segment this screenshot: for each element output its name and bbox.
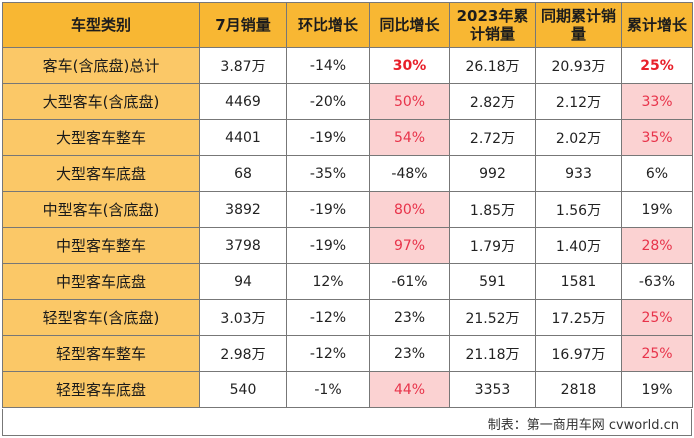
table-row: 轻型客车(含底盘) 3.03万 -12% 23% 21.52万 17.25万 25%: [2, 299, 693, 336]
table-header-row: 车型类别 7月销量 环比增长 同比增长 2023年累计销量 同期累计销量 累计增…: [2, 2, 693, 48]
cell-prior-cumulative: 1.40万: [535, 227, 622, 264]
cell-2023-cumulative: 2.82万: [449, 83, 536, 120]
cell-2023-cumulative: 3353: [449, 371, 536, 408]
table-row: 中型客车底盘 94 12% -61% 591 1581 -63%: [2, 263, 693, 300]
header-july-sales: 7月销量: [199, 2, 287, 48]
cell-2023-cumulative: 1.85万: [449, 191, 536, 228]
cell-prior-cumulative: 1.56万: [535, 191, 622, 228]
cell-2023-cumulative: 591: [449, 263, 536, 300]
cell-cumulative-growth: 25%: [621, 47, 693, 84]
cell-july-sales: 2.98万: [199, 335, 287, 372]
cell-prior-cumulative: 1581: [535, 263, 622, 300]
cell-yoy-growth: -48%: [369, 155, 450, 192]
cell-yoy-growth: 54%: [369, 119, 450, 156]
cell-vehicle-type: 大型客车(含底盘): [2, 83, 200, 120]
cell-2023-cumulative: 992: [449, 155, 536, 192]
cell-cumulative-growth: 19%: [621, 371, 693, 408]
cell-vehicle-type: 中型客车整车: [2, 227, 200, 264]
cell-vehicle-type: 轻型客车(含底盘): [2, 299, 200, 336]
cell-mom-growth: -19%: [286, 227, 370, 264]
cell-mom-growth: -19%: [286, 191, 370, 228]
cell-vehicle-type: 大型客车整车: [2, 119, 200, 156]
cell-vehicle-type: 中型客车(含底盘): [2, 191, 200, 228]
cell-mom-growth: -12%: [286, 335, 370, 372]
cell-cumulative-growth: -63%: [621, 263, 693, 300]
table-row: 轻型客车整车 2.98万 -12% 23% 21.18万 16.97万 25%: [2, 335, 693, 372]
header-2023-cumulative: 2023年累计销量: [449, 2, 536, 48]
table-row: 客车(含底盘)总计 3.87万 -14% 30% 26.18万 20.93万 25%: [2, 47, 693, 84]
cell-cumulative-growth: 35%: [621, 119, 693, 156]
table-body: 客车(含底盘)总计 3.87万 -14% 30% 26.18万 20.93万 25% 大型客车…: [2, 47, 693, 408]
table-row: 大型客车整车 4401 -19% 54% 2.72万 2.02万 35%: [2, 119, 693, 156]
header-mom-growth: 环比增长: [286, 2, 370, 48]
cell-vehicle-type: 轻型客车整车: [2, 335, 200, 372]
table-row: 中型客车整车 3798 -19% 97% 1.79万 1.40万 28%: [2, 227, 693, 264]
cell-2023-cumulative: 1.79万: [449, 227, 536, 264]
cell-july-sales: 68: [199, 155, 287, 192]
cell-prior-cumulative: 16.97万: [535, 335, 622, 372]
cell-mom-growth: -14%: [286, 47, 370, 84]
cell-vehicle-type: 中型客车底盘: [2, 263, 200, 300]
cell-yoy-growth: 44%: [369, 371, 450, 408]
cell-mom-growth: -12%: [286, 299, 370, 336]
cell-july-sales: 3892: [199, 191, 287, 228]
cell-mom-growth: -19%: [286, 119, 370, 156]
cell-cumulative-growth: 19%: [621, 191, 693, 228]
header-vehicle-type: 车型类别: [2, 2, 200, 48]
cell-2023-cumulative: 21.18万: [449, 335, 536, 372]
cell-prior-cumulative: 933: [535, 155, 622, 192]
cell-yoy-growth: 50%: [369, 83, 450, 120]
cell-cumulative-growth: 25%: [621, 335, 693, 372]
table-row: 轻型客车底盘 540 -1% 44% 3353 2818 19%: [2, 371, 693, 408]
header-prior-cumulative: 同期累计销量: [535, 2, 622, 48]
cell-mom-growth: 12%: [286, 263, 370, 300]
cell-vehicle-type: 轻型客车底盘: [2, 371, 200, 408]
header-cumulative-growth: 累计增长: [621, 2, 693, 48]
cell-2023-cumulative: 26.18万: [449, 47, 536, 84]
cell-cumulative-growth: 25%: [621, 299, 693, 336]
cell-prior-cumulative: 2.02万: [535, 119, 622, 156]
cell-yoy-growth: 97%: [369, 227, 450, 264]
cell-july-sales: 4469: [199, 83, 287, 120]
cell-yoy-growth: 23%: [369, 299, 450, 336]
cell-july-sales: 540: [199, 371, 287, 408]
cell-vehicle-type: 客车(含底盘)总计: [2, 47, 200, 84]
cell-july-sales: 3.87万: [199, 47, 287, 84]
cell-july-sales: 3.03万: [199, 299, 287, 336]
cell-prior-cumulative: 2.12万: [535, 83, 622, 120]
sales-table: 车型类别 7月销量 环比增长 同比增长 2023年累计销量 同期累计销量 累计增…: [2, 2, 693, 408]
cell-yoy-growth: -61%: [369, 263, 450, 300]
cell-prior-cumulative: 17.25万: [535, 299, 622, 336]
table-row: 大型客车底盘 68 -35% -48% 992 933 6%: [2, 155, 693, 192]
cell-cumulative-growth: 6%: [621, 155, 693, 192]
cell-2023-cumulative: 2.72万: [449, 119, 536, 156]
cell-july-sales: 3798: [199, 227, 287, 264]
table-row: 中型客车(含底盘) 3892 -19% 80% 1.85万 1.56万 19%: [2, 191, 693, 228]
cell-mom-growth: -1%: [286, 371, 370, 408]
cell-july-sales: 94: [199, 263, 287, 300]
cell-cumulative-growth: 33%: [621, 83, 693, 120]
source-credit: 制表：第一商用车网 cvworld.cn: [487, 418, 679, 433]
cell-yoy-growth: 30%: [369, 47, 450, 84]
header-yoy-growth: 同比增长: [369, 2, 450, 48]
table-row: 大型客车(含底盘) 4469 -20% 50% 2.82万 2.12万 33%: [2, 83, 693, 120]
cell-cumulative-growth: 28%: [621, 227, 693, 264]
cell-yoy-growth: 23%: [369, 335, 450, 372]
cell-yoy-growth: 80%: [369, 191, 450, 228]
cell-prior-cumulative: 2818: [535, 371, 622, 408]
cell-mom-growth: -20%: [286, 83, 370, 120]
cell-prior-cumulative: 20.93万: [535, 47, 622, 84]
cell-mom-growth: -35%: [286, 155, 370, 192]
cell-2023-cumulative: 21.52万: [449, 299, 536, 336]
cell-july-sales: 4401: [199, 119, 287, 156]
table-footer: 制表：第一商用车网 cvworld.cn: [2, 409, 692, 436]
cell-vehicle-type: 大型客车底盘: [2, 155, 200, 192]
